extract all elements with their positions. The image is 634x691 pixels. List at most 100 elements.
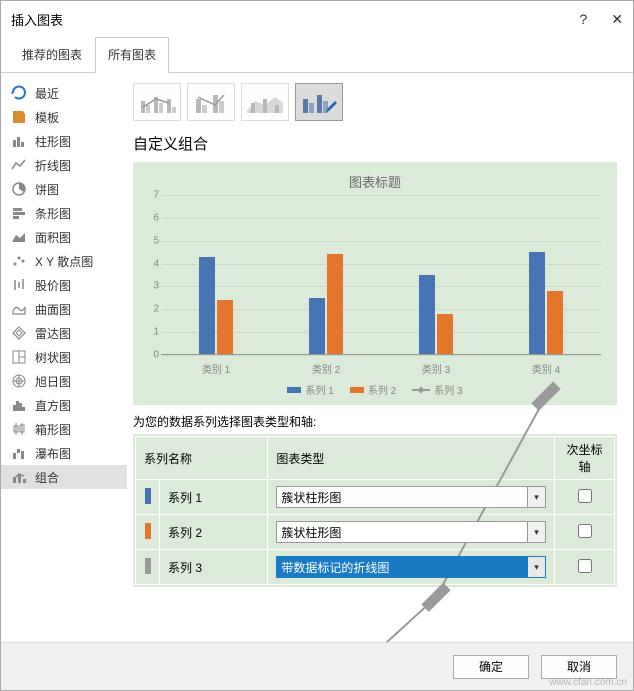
series-row: 系列 1 簇状柱形图 ▾: [136, 480, 615, 515]
chart-title: 图表标题: [139, 168, 611, 195]
bar: [217, 300, 233, 355]
secondary-axis-checkbox[interactable]: [578, 524, 592, 538]
series-table: 系列名称 图表类型 次坐标轴 系列 1簇状柱形图▾系列 2簇状柱形图▾系列 3带…: [135, 436, 615, 585]
x-axis-line: [161, 354, 601, 355]
combo-icon: [11, 469, 27, 485]
legend-item: 系列 1: [287, 382, 333, 397]
variant-row: [133, 83, 617, 121]
sunburst-icon: [11, 373, 27, 389]
chart-plot-area: 01234567: [161, 195, 601, 355]
cancel-button[interactable]: 取消: [541, 655, 617, 679]
series-row: 系列 2 簇状柱形图 ▾: [136, 515, 615, 550]
recent-icon: [11, 85, 27, 101]
x-axis-labels: 类别 1类别 2类别 3类别 4: [161, 355, 601, 376]
variant-2[interactable]: [241, 83, 289, 121]
chart-bars: [161, 195, 601, 355]
window-controls: ? ✕: [579, 11, 623, 28]
sidebar-item-label: 面积图: [35, 229, 71, 246]
sidebar-item-treemap[interactable]: 树状图: [1, 345, 127, 369]
chart-type-sidebar: 最近模板柱形图折线图饼图条形图面积图 X Y 散点图股价图曲面图雷达图树状图旭日图…: [1, 73, 127, 645]
tab-recommended[interactable]: 推荐的图表: [9, 37, 95, 72]
ytick: 1: [153, 327, 159, 338]
area-icon: [11, 229, 27, 245]
sidebar-item-template[interactable]: 模板: [1, 105, 127, 129]
chevron-down-icon: ▾: [527, 487, 545, 507]
series-swatch: [145, 523, 151, 539]
variant-1[interactable]: [187, 83, 235, 121]
sidebar-item-label: 饼图: [35, 181, 59, 198]
sidebar-item-area[interactable]: 面积图: [1, 225, 127, 249]
section-title: 自定义组合: [133, 133, 617, 154]
sidebar-item-label: 股价图: [35, 277, 71, 294]
bar: [309, 298, 325, 355]
sidebar-item-histogram[interactable]: 直方图: [1, 393, 127, 417]
secondary-axis-cell: [555, 515, 615, 550]
chart-preview: 图表标题 01234567 类别 1类别 2类别 3类别 4 系列 1系列 2系…: [133, 162, 617, 405]
legend-label: 系列 1: [305, 382, 333, 397]
bar-icon: [11, 205, 27, 221]
sidebar-item-label: 瀑布图: [35, 445, 71, 462]
sidebar-item-bar[interactable]: 条形图: [1, 201, 127, 225]
template-icon: [11, 109, 27, 125]
legend-label: 系列 2: [368, 382, 396, 397]
dialog-footer: 确定 取消: [1, 642, 633, 690]
titlebar: 插入图表 ? ✕: [1, 1, 633, 37]
pie-icon: [11, 181, 27, 197]
waterfall-icon: [11, 445, 27, 461]
sidebar-item-surface[interactable]: 曲面图: [1, 297, 127, 321]
chevron-down-icon: ▾: [527, 522, 545, 542]
window-title: 插入图表: [11, 10, 63, 29]
sidebar-item-radar[interactable]: 雷达图: [1, 321, 127, 345]
sidebar-item-label: 直方图: [35, 397, 71, 414]
series-table-container: 系列名称 图表类型 次坐标轴 系列 1簇状柱形图▾系列 2簇状柱形图▾系列 3带…: [133, 434, 617, 587]
series-name-cell: 系列 2: [160, 515, 268, 550]
treemap-icon: [11, 349, 27, 365]
chart-type-value: 簇状柱形图: [281, 524, 341, 541]
dialog-body: 最近模板柱形图折线图饼图条形图面积图 X Y 散点图股价图曲面图雷达图树状图旭日图…: [1, 73, 633, 645]
ok-button[interactable]: 确定: [453, 655, 529, 679]
series-name-cell: 系列 1: [160, 480, 268, 515]
xlabel: 类别 2: [271, 355, 381, 376]
sidebar-item-sunburst[interactable]: 旭日图: [1, 369, 127, 393]
y-axis: 01234567: [143, 195, 159, 355]
xlabel: 类别 3: [381, 355, 491, 376]
sidebar-item-label: 箱形图: [35, 421, 71, 438]
chart-type-select[interactable]: 簇状柱形图 ▾: [276, 486, 546, 508]
chart-type-select[interactable]: 带数据标记的折线图▾: [276, 556, 546, 578]
variant-0[interactable]: [133, 83, 181, 121]
series-row: 系列 3带数据标记的折线图▾: [136, 550, 615, 585]
sidebar-item-recent[interactable]: 最近: [1, 81, 127, 105]
sidebar-item-box[interactable]: 箱形图: [1, 417, 127, 441]
close-icon[interactable]: ✕: [611, 11, 623, 28]
sidebar-item-column[interactable]: 柱形图: [1, 129, 127, 153]
sidebar-item-label: 模板: [35, 109, 59, 126]
sidebar-item-combo[interactable]: 组合: [1, 465, 127, 489]
ytick: 6: [153, 212, 159, 223]
sidebar-item-line[interactable]: 折线图: [1, 153, 127, 177]
sidebar-item-stock[interactable]: 股价图: [1, 273, 127, 297]
secondary-axis-checkbox[interactable]: [578, 489, 592, 503]
series-swatch-cell: [136, 480, 160, 515]
chart-marker: [421, 583, 450, 612]
sidebar-item-pie[interactable]: 饼图: [1, 177, 127, 201]
sidebar-item-waterfall[interactable]: 瀑布图: [1, 441, 127, 465]
legend-swatch: [287, 387, 301, 393]
bar: [547, 291, 563, 355]
xlabel: 类别 1: [161, 355, 271, 376]
tab-all-charts[interactable]: 所有图表: [95, 37, 169, 73]
chart-type-value: 簇状柱形图: [281, 489, 341, 506]
variant-3[interactable]: [295, 83, 343, 121]
surface-icon: [11, 301, 27, 317]
scatter-icon: [11, 253, 27, 269]
ytick: 2: [153, 304, 159, 315]
help-icon[interactable]: ?: [579, 11, 587, 28]
chart-type-select[interactable]: 簇状柱形图 ▾: [276, 521, 546, 543]
col-secondary-axis: 次坐标轴: [555, 437, 615, 480]
sidebar-item-label: 折线图: [35, 157, 71, 174]
ytick: 3: [153, 281, 159, 292]
sidebar-item-scatter[interactable]: X Y 散点图: [1, 249, 127, 273]
ytick: 7: [153, 190, 159, 201]
sidebar-item-label: 柱形图: [35, 133, 71, 150]
bar: [437, 314, 453, 355]
secondary-axis-checkbox[interactable]: [578, 559, 592, 573]
